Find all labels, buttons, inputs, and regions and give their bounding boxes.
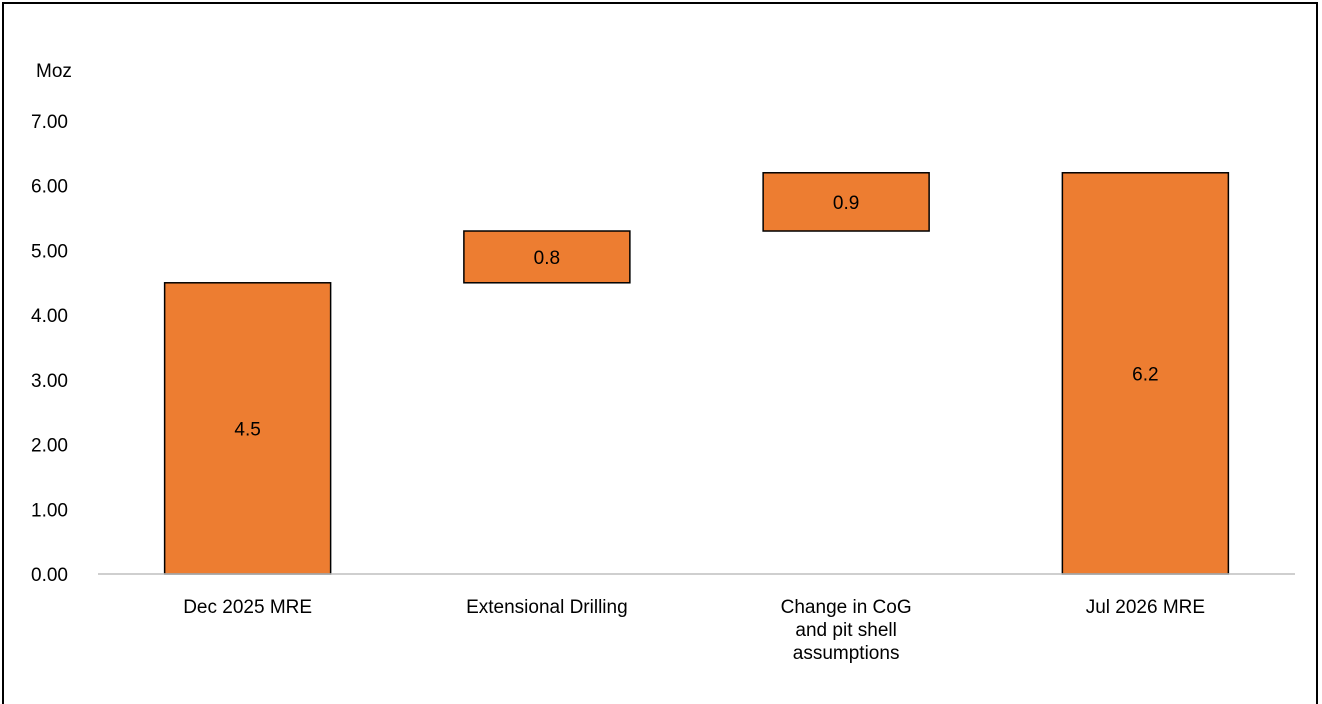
y-tick-label: 2.00 — [31, 436, 68, 457]
bar-value-label: 6.2 — [1132, 364, 1158, 385]
x-category-label: Jul 2026 MRE — [1086, 597, 1205, 618]
x-category-label-line: Dec 2025 MRE — [183, 597, 312, 618]
bars: 4.5 0.8 0.9 6.2 — [163, 172, 1230, 575]
bar-value-label: 0.9 — [833, 193, 859, 214]
y-tick-label: 7.00 — [31, 112, 68, 133]
x-category-label: Dec 2025 MRE — [183, 597, 312, 618]
x-axis-labels: Dec 2025 MRE Extensional Drilling Change i… — [183, 597, 1205, 664]
y-tick-label: 0.00 — [31, 565, 68, 586]
x-category-label: Change in CoG and pit shell assumptions — [781, 597, 912, 664]
y-axis-label: Moz — [36, 61, 72, 82]
x-category-label-line: Change in CoG — [781, 597, 912, 618]
x-category-label-line: Jul 2026 MRE — [1086, 597, 1205, 618]
bar-value-label: 0.8 — [534, 248, 560, 269]
y-tick-label: 5.00 — [31, 241, 68, 262]
bar — [463, 230, 631, 284]
y-tick-label: 4.00 — [31, 306, 68, 327]
x-category-label: Extensional Drilling — [466, 597, 628, 618]
bar — [163, 282, 332, 575]
bar — [1061, 172, 1230, 575]
x-category-label-line: Extensional Drilling — [466, 597, 628, 618]
waterfall-chart: Moz 0.00 1.00 2.00 3.00 4.00 5.00 6.00 7.00 4.5… — [31, 61, 1295, 664]
bar — [762, 172, 930, 232]
x-category-label-line: assumptions — [793, 643, 900, 664]
y-tick-label: 1.00 — [31, 500, 68, 521]
y-axis-ticks: 0.00 1.00 2.00 3.00 4.00 5.00 6.00 7.00 — [31, 112, 68, 586]
y-tick-label: 6.00 — [31, 177, 68, 198]
x-category-label-line: and pit shell — [795, 620, 896, 641]
y-tick-label: 3.00 — [31, 371, 68, 392]
bar-value-label: 4.5 — [234, 419, 260, 440]
